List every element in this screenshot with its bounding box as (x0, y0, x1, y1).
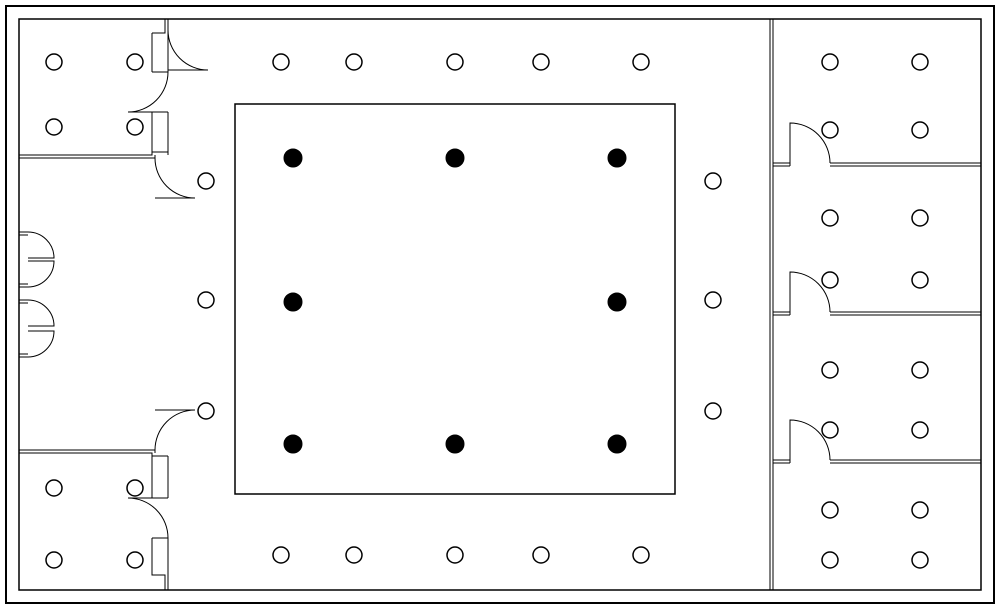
marker-open (912, 54, 928, 70)
marker-open (127, 54, 143, 70)
marker-open (447, 547, 463, 563)
marker-open (822, 272, 838, 288)
wall-segment (152, 538, 165, 590)
marker-filled (446, 149, 464, 167)
marker-open (633, 547, 649, 563)
marker-open (46, 552, 62, 568)
marker-open (46, 54, 62, 70)
marker-open (533, 547, 549, 563)
marker-open (912, 422, 928, 438)
marker-open (822, 54, 838, 70)
door-swing (28, 331, 54, 357)
door-swing (155, 158, 195, 198)
wall-segment (19, 453, 168, 456)
floorplan-canvas (0, 0, 1000, 609)
marker-open (46, 119, 62, 135)
door-swing (128, 72, 168, 112)
wall-segment (19, 152, 168, 155)
marker-open (127, 480, 143, 496)
marker-filled (284, 435, 302, 453)
door-swing (168, 30, 208, 70)
marker-open (447, 54, 463, 70)
marker-filled (284, 293, 302, 311)
marker-open (912, 210, 928, 226)
marker-open (346, 547, 362, 563)
marker-open (533, 54, 549, 70)
door-swing (128, 498, 168, 538)
marker-open (912, 122, 928, 138)
door-swing (28, 261, 54, 287)
marker-open (198, 173, 214, 189)
door-swing (155, 410, 195, 450)
marker-open (912, 362, 928, 378)
marker-filled (608, 435, 626, 453)
marker-open (273, 54, 289, 70)
marker-open (705, 173, 721, 189)
marker-filled (446, 435, 464, 453)
marker-open (46, 480, 62, 496)
marker-open (822, 422, 838, 438)
marker-open (822, 210, 838, 226)
marker-open (346, 54, 362, 70)
marker-open (822, 552, 838, 568)
marker-open (822, 362, 838, 378)
marker-open (912, 502, 928, 518)
marker-filled (608, 149, 626, 167)
marker-open (822, 502, 838, 518)
door-swing (28, 300, 54, 326)
door-hinge-tick (152, 72, 168, 112)
marker-filled (608, 293, 626, 311)
door-hinge-tick (152, 498, 168, 538)
marker-open (273, 547, 289, 563)
marker-open (705, 403, 721, 419)
marker-open (127, 552, 143, 568)
outer-frame (6, 6, 994, 603)
marker-open (912, 552, 928, 568)
marker-filled (284, 149, 302, 167)
wall-segment (152, 19, 165, 33)
marker-open (127, 119, 143, 135)
marker-open (198, 403, 214, 419)
marker-open (633, 54, 649, 70)
marker-open (912, 272, 928, 288)
marker-open (198, 292, 214, 308)
door-swing (28, 232, 54, 258)
marker-open (822, 122, 838, 138)
marker-open (705, 292, 721, 308)
